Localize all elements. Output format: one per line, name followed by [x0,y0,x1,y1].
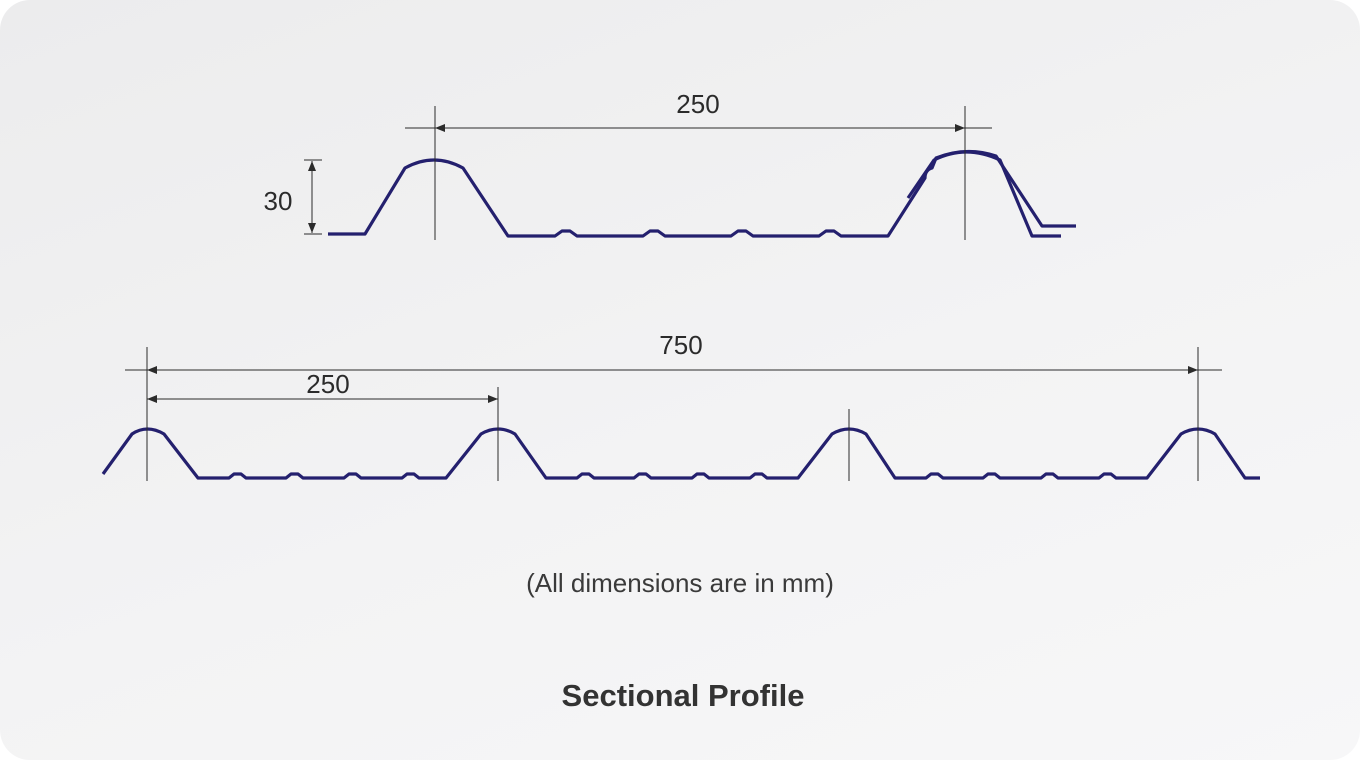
dimension-note: (All dimensions are in mm) [526,568,834,598]
bottom-total-label: 750 [659,330,702,360]
top-profile-sheet [328,149,1076,238]
bottom-profile-sheet [101,427,1260,480]
top-profile: 250 30 [264,89,1076,240]
top-pitch-label: 250 [676,89,719,119]
top-height-label: 30 [264,186,293,216]
top-profile-overlap [906,150,1061,238]
bottom-pitch-label: 250 [306,369,349,399]
diagram-caption: Sectional Profile [561,678,805,713]
bottom-profile: 750 250 [101,330,1260,481]
